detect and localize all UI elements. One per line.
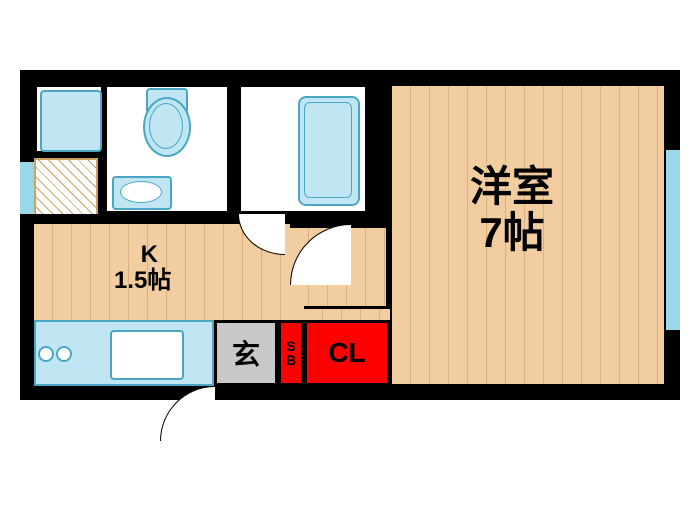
burner-0	[38, 346, 54, 362]
bathtub-inner	[304, 102, 352, 198]
closet-box: CL	[304, 320, 390, 386]
closet-top-strip	[304, 306, 390, 320]
sb-box: S B	[278, 320, 304, 386]
toilet-seat	[149, 103, 183, 149]
wall-mid-horizontal	[34, 214, 371, 220]
main-room-label: 洋室 7帖	[470, 164, 554, 256]
burner-1	[56, 346, 72, 362]
vanity-basin	[120, 181, 162, 203]
floor-plan-canvas: 玄S BCL 洋室 7帖 K 1.5帖	[0, 0, 700, 525]
kitchen-label: K 1.5帖	[114, 242, 171, 295]
entrance-step	[34, 158, 98, 218]
entry-box: 玄	[214, 320, 278, 386]
sink-basin	[110, 330, 184, 380]
window-left	[20, 162, 34, 214]
washer-box	[40, 90, 102, 152]
window-right	[666, 150, 680, 330]
